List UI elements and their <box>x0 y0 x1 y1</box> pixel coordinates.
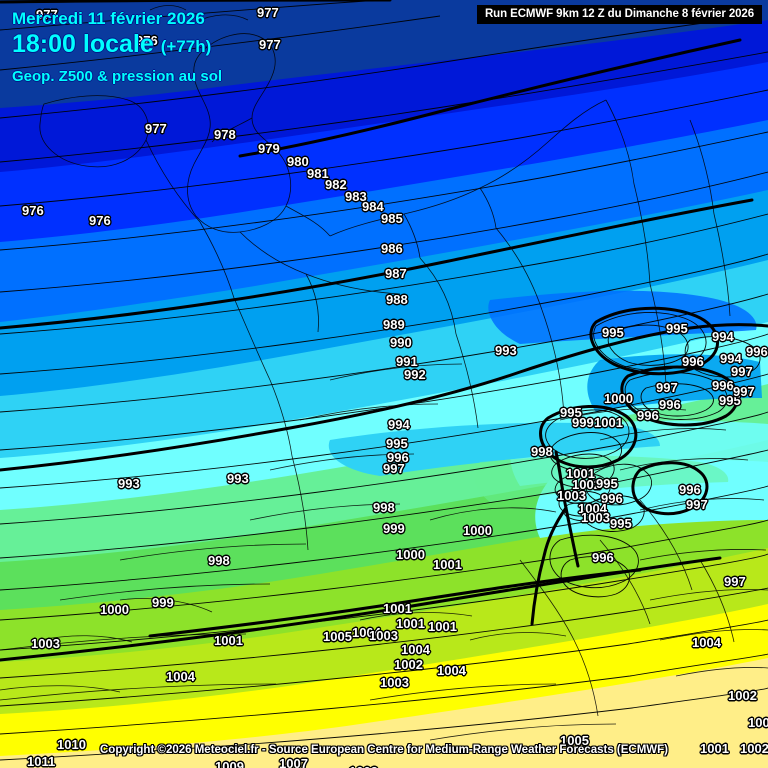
forecast-time-line: 18:00 locale (+77h) <box>12 29 222 59</box>
forecast-time: 18:00 locale <box>12 30 154 59</box>
forecast-parameter: Geop. Z500 & pression au sol <box>12 68 223 86</box>
copyright-notice: Copyright ©2026 Meteociel.fr - Source Eu… <box>99 744 669 756</box>
map-title-block: Mercredi 11 février 2026 18:00 locale (+… <box>12 8 222 85</box>
forecast-date: Mercredi 11 février 2026 <box>12 9 205 28</box>
forecast-offset: (+77h) <box>160 37 212 57</box>
model-run-banner: Run ECMWF 9km 12 Z du Dimanche 8 février… <box>476 5 762 24</box>
